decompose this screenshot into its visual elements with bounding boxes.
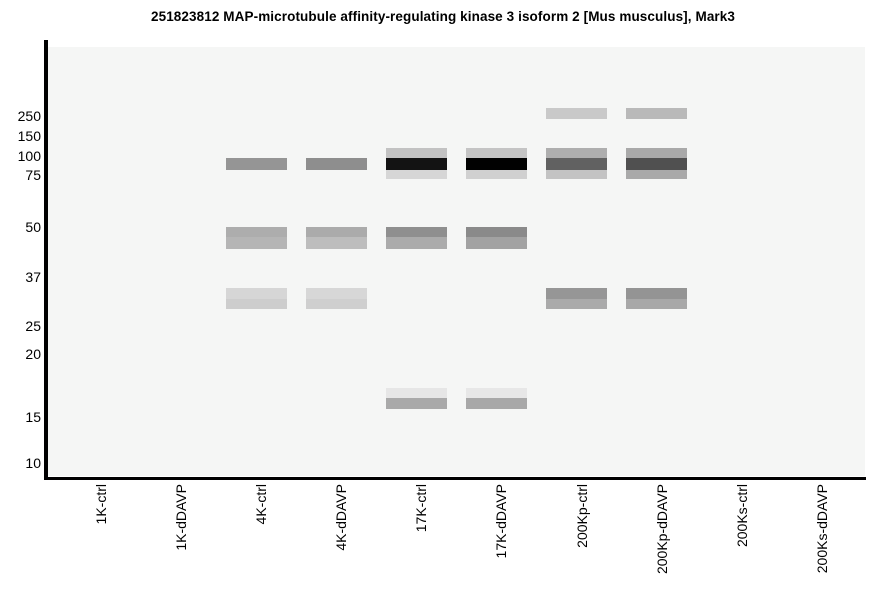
lane-label-4K-ctrl: 4K-ctrl — [253, 484, 269, 525]
band-200Kp-dDAVP-90kda — [625, 158, 687, 170]
band-200Kp-dDAVP-90kda — [625, 148, 687, 158]
y-axis-line — [44, 40, 48, 480]
band-4K-dDAVP-45kda — [305, 237, 367, 249]
band-200Kp-ctrl-90kda — [545, 170, 607, 179]
band-200Kp-dDAVP-90kda — [625, 170, 687, 179]
band-17K-dDAVP-45kda — [465, 237, 527, 249]
mw-tick-150: 150 — [17, 128, 41, 144]
lane-label-200Kp-ctrl: 200Kp-ctrl — [574, 484, 590, 548]
mw-tick-100: 100 — [17, 148, 41, 164]
band-200Kp-ctrl-30kda — [545, 288, 607, 299]
band-4K-dDAVP-90kda — [305, 158, 367, 170]
mw-tick-37: 37 — [25, 269, 41, 285]
band-4K-ctrl-30kda — [225, 299, 287, 309]
band-200Kp-ctrl-90kda — [545, 148, 607, 158]
band-17K-ctrl-90kda — [385, 170, 447, 179]
band-4K-ctrl-30kda — [225, 288, 287, 299]
lane-label-4K-dDAVP: 4K-dDAVP — [333, 484, 349, 551]
gel-plot-area — [47, 47, 865, 476]
mw-tick-10: 10 — [25, 455, 41, 471]
x-axis-line — [44, 476, 866, 480]
band-4K-ctrl-90kda — [225, 158, 287, 170]
band-200Kp-dDAVP-250kda — [625, 108, 687, 119]
mw-tick-25: 25 — [25, 318, 41, 334]
band-200Kp-ctrl-250kda — [545, 108, 607, 119]
band-4K-dDAVP-45kda — [305, 227, 367, 237]
band-200Kp-ctrl-30kda — [545, 299, 607, 309]
band-17K-dDAVP-90kda — [465, 170, 527, 179]
band-17K-ctrl-90kda — [385, 158, 447, 170]
mw-tick-250: 250 — [17, 108, 41, 124]
band-17K-dDAVP-90kda — [465, 148, 527, 158]
band-17K-ctrl-45kda — [385, 237, 447, 249]
mw-tick-75: 75 — [25, 167, 41, 183]
lane-label-1K-dDAVP: 1K-dDAVP — [173, 484, 189, 551]
band-4K-dDAVP-30kda — [305, 299, 367, 309]
band-4K-ctrl-45kda — [225, 227, 287, 237]
lane-label-200Ks-dDAVP: 200Ks-dDAVP — [814, 484, 830, 574]
band-17K-dDAVP-16kda — [465, 388, 527, 398]
band-17K-dDAVP-16kda — [465, 398, 527, 409]
lane-label-200Kp-dDAVP: 200Kp-dDAVP — [654, 484, 670, 575]
band-4K-ctrl-45kda — [225, 237, 287, 249]
mw-tick-15: 15 — [25, 409, 41, 425]
mw-tick-20: 20 — [25, 346, 41, 362]
figure-title: 251823812 MAP-microtubule affinity-regul… — [150, 9, 735, 24]
band-4K-dDAVP-30kda — [305, 288, 367, 299]
lane-label-17K-dDAVP: 17K-dDAVP — [493, 484, 509, 559]
band-17K-dDAVP-90kda — [465, 158, 527, 170]
band-200Kp-dDAVP-30kda — [625, 288, 687, 299]
lane-label-200Ks-ctrl: 200Ks-ctrl — [734, 484, 750, 548]
lane-label-1K-ctrl: 1K-ctrl — [93, 484, 109, 525]
band-17K-ctrl-16kda — [385, 398, 447, 409]
band-17K-dDAVP-45kda — [465, 227, 527, 237]
lane-label-17K-ctrl: 17K-ctrl — [413, 484, 429, 533]
band-17K-ctrl-45kda — [385, 227, 447, 237]
band-200Kp-ctrl-90kda — [545, 158, 607, 170]
band-17K-ctrl-16kda — [385, 388, 447, 398]
mw-tick-50: 50 — [25, 219, 41, 235]
band-17K-ctrl-90kda — [385, 148, 447, 158]
band-200Kp-dDAVP-30kda — [625, 299, 687, 309]
